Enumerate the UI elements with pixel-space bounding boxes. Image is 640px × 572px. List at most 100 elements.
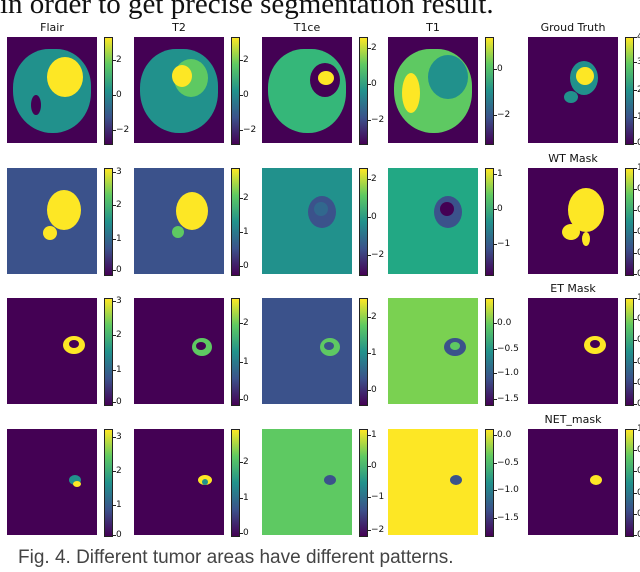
colorbar-tick-label: −1 (367, 491, 385, 502)
tumor-region (47, 190, 81, 230)
colorbar-tick-label: 0.6 (633, 466, 640, 476)
image-r2c3 (388, 298, 478, 404)
colorbar-r3c1 (231, 429, 240, 537)
colorbar-tick-label: −2 (239, 125, 257, 136)
tumor-region (31, 95, 41, 115)
colorbar-tick-label: 0.8 (633, 445, 640, 455)
tumor-region (69, 475, 81, 485)
colorbar-tick-label: 0.4 (633, 357, 640, 367)
tumor-region (582, 232, 590, 246)
colorbar-tick-label: 0.0 (633, 530, 640, 540)
image-r3c3 (388, 429, 478, 535)
colorbar-tick-label: 0 (240, 260, 249, 271)
colorbar-tick-label: 0.2 (633, 509, 640, 519)
image-r0c3 (388, 37, 478, 143)
colorbar-tick-label: 2 (240, 456, 249, 467)
image-r1c2 (262, 168, 352, 274)
colorbar-tick-label: 0.8 (633, 184, 640, 194)
tumor-region (47, 57, 83, 97)
tumor-region (176, 192, 208, 230)
tumor-region (590, 340, 600, 348)
image-r0c2 (262, 37, 352, 143)
image-r2c2 (262, 298, 352, 404)
colorbar-tick-label: 0.4 (633, 488, 640, 498)
page-header-text: in order to get precise segmentation res… (0, 0, 494, 20)
colorbar-tick-label: −1.5 (494, 393, 519, 404)
panel-title-r0c3: T1 (426, 21, 440, 34)
colorbar-tick-label: 1.0 (633, 424, 640, 434)
tumor-region (196, 342, 206, 350)
image-r0c0 (7, 37, 97, 143)
image-r0c1 (134, 37, 224, 143)
colorbar-tick-label: 1.0 (633, 163, 640, 173)
colorbar-tick-label: −1.0 (494, 368, 519, 379)
colorbar-tick-label: −2 (367, 249, 385, 260)
colorbar-tick-label: 2 (113, 200, 122, 211)
colorbar-tick-label: 0.0 (633, 399, 640, 409)
colorbar-tick-label: −1 (493, 239, 511, 250)
tumor-region (324, 475, 336, 485)
colorbar-tick-label: 0 (494, 204, 503, 215)
colorbar-tick-label: 0.4 (633, 227, 640, 237)
colorbar-tick-label: 0.0 (493, 430, 512, 441)
colorbar-tick-label: 1 (113, 365, 122, 376)
colorbar-tick-label: 0 (634, 138, 640, 148)
panel-title-r0c4: Groud Truth (540, 21, 606, 34)
colorbar-tick-label: 0.0 (633, 269, 640, 279)
tumor-region (69, 340, 79, 348)
colorbar-r2c4 (625, 298, 634, 406)
tumor-region (324, 342, 334, 350)
image-r2c1 (134, 298, 224, 404)
colorbar-r2c2 (359, 298, 368, 406)
tumor-region (402, 73, 420, 113)
colorbar-r3c3 (485, 429, 494, 537)
colorbar-tick-label: 0 (240, 90, 249, 101)
figure-caption: Fig. 4. Different tumor areas have diffe… (18, 547, 454, 568)
panel-title-r0c1: T2 (172, 21, 186, 34)
colorbar-r1c4 (625, 168, 634, 276)
colorbar-tick-label: 2 (240, 318, 249, 329)
colorbar-tick-label: 1.0 (633, 293, 640, 303)
tumor-region (440, 202, 454, 216)
colorbar-tick-label: 1 (240, 226, 249, 237)
image-r1c0 (7, 168, 97, 274)
image-r3c0 (7, 429, 97, 535)
colorbar-tick-label: 1 (368, 430, 377, 441)
colorbar-tick-label: 0.0 (493, 318, 512, 329)
tumor-region (450, 475, 462, 485)
colorbar-r0c1 (231, 37, 240, 145)
colorbar-tick-label: 0 (113, 90, 122, 101)
panel-title-r0c2: T1ce (293, 21, 321, 34)
colorbar-tick-label: −1.0 (494, 485, 519, 496)
colorbar-tick-label: −2 (367, 524, 385, 535)
colorbar-r1c3 (485, 168, 494, 276)
panel-title-r3c4: NET_mask (544, 413, 602, 426)
colorbar-tick-label: −0.5 (494, 343, 519, 354)
colorbar-tick-label: 4 (634, 32, 640, 42)
panel-title-r2c4: ET Mask (550, 282, 596, 295)
colorbar-r0c2 (359, 37, 368, 145)
colorbar-tick-label: 0 (368, 211, 377, 222)
image-r3c4 (528, 429, 618, 535)
colorbar-tick-label: 0.2 (633, 248, 640, 258)
colorbar-tick-label: 2 (240, 192, 249, 203)
colorbar-tick-label: 3 (113, 296, 122, 307)
colorbar-tick-label: −1.5 (494, 513, 519, 524)
colorbar-tick-label: 1 (240, 492, 249, 503)
colorbar-tick-label: 3 (113, 167, 122, 178)
tumor-region (73, 481, 81, 487)
colorbar-tick-label: 1 (494, 169, 503, 180)
colorbar-tick-label: −0.5 (494, 457, 519, 468)
colorbar-tick-label: 1 (240, 356, 249, 367)
colorbar-tick-label: 2 (368, 173, 377, 184)
colorbar-tick-label: 3 (113, 432, 122, 443)
colorbar-tick-label: −2 (112, 125, 130, 136)
colorbar-r0c4 (625, 37, 634, 145)
colorbar-tick-label: −2 (493, 110, 511, 121)
colorbar-tick-label: 0 (240, 393, 249, 404)
tumor-region (314, 202, 328, 216)
panel-title-r0c0: Flair (40, 21, 64, 34)
colorbar-tick-label: 2 (368, 42, 377, 53)
tumor-region (202, 479, 208, 485)
colorbar-r2c0 (104, 298, 113, 406)
